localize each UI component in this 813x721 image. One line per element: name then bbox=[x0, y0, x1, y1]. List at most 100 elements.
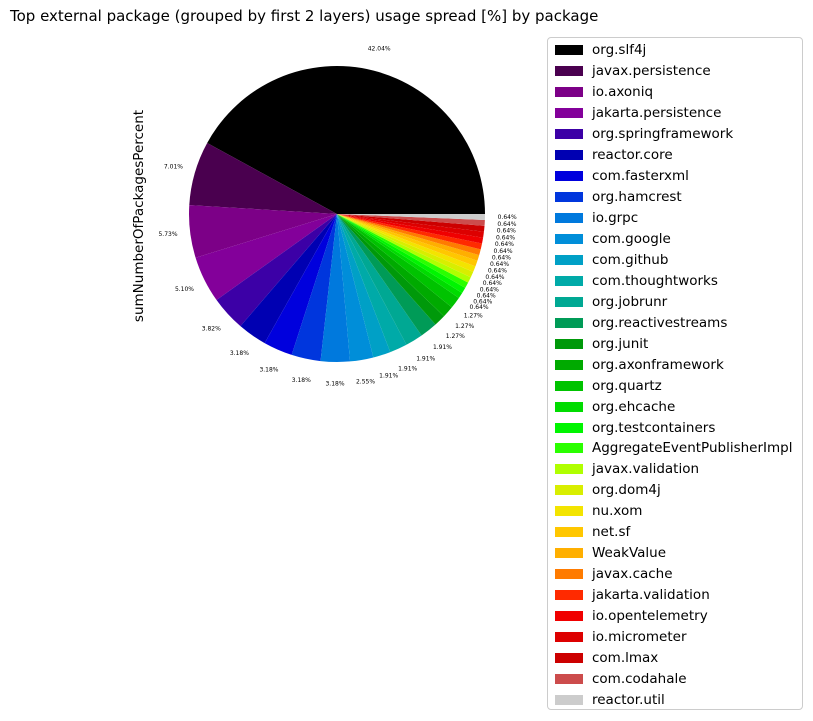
slice-percent-label: 3.18% bbox=[259, 367, 278, 374]
pie-slice bbox=[337, 214, 436, 336]
slice-labels: 42.04% 7.01% 5.73% 5.10% 3.82% 3.18% 3.18% 3.18… bbox=[158, 46, 517, 388]
legend-item: org.axonframework bbox=[555, 354, 724, 375]
legend-swatch bbox=[555, 694, 583, 705]
legend-item: com.thoughtworks bbox=[555, 270, 718, 291]
legend-swatch bbox=[555, 401, 583, 412]
pie-slice bbox=[337, 214, 466, 293]
legend-item: com.lmax bbox=[555, 648, 658, 669]
legend-swatch bbox=[555, 611, 583, 622]
slice-percent-label: 0.64% bbox=[495, 241, 514, 248]
slice-percent-label: 0.64% bbox=[496, 234, 515, 241]
legend-item: com.google bbox=[555, 229, 671, 250]
legend-item: io.opentelemetry bbox=[555, 606, 708, 627]
pie-slices bbox=[188, 66, 486, 362]
pie-slice bbox=[337, 214, 445, 325]
legend-item: jakarta.validation bbox=[555, 585, 710, 606]
legend-swatch bbox=[555, 129, 583, 140]
legend-item: net.sf bbox=[555, 522, 630, 543]
pie-slice bbox=[337, 214, 374, 362]
legend-item: reactor.util bbox=[555, 689, 665, 710]
slice-percent-label: 0.64% bbox=[485, 274, 504, 281]
slice-percent-label: 2.55% bbox=[356, 378, 375, 385]
legend-item: com.github bbox=[555, 250, 668, 271]
slice-percent-label: 1.27% bbox=[455, 323, 474, 330]
legend-label: org.axonframework bbox=[592, 356, 724, 373]
legend-item: org.testcontainers bbox=[555, 417, 715, 438]
pie-slice bbox=[337, 214, 474, 278]
pie-slice bbox=[337, 214, 485, 226]
legend-swatch bbox=[555, 464, 583, 475]
legend-label: org.junit bbox=[592, 335, 649, 352]
legend-swatch bbox=[555, 192, 583, 203]
legend-label: org.springframework bbox=[592, 126, 734, 143]
legend-swatch bbox=[555, 150, 583, 161]
legend-item: org.dom4j bbox=[555, 480, 661, 501]
pie-chart: 42.04% 7.01% 5.73% 5.10% 3.82% 3.18% 3.18% 3.18… bbox=[131, 46, 517, 388]
legend-item: org.slf4j bbox=[555, 40, 646, 61]
legend-item: jakarta.persistence bbox=[555, 103, 721, 124]
legend-swatch bbox=[555, 569, 583, 580]
slice-percent-label: 0.64% bbox=[473, 298, 492, 305]
legend-label: io.opentelemetry bbox=[592, 608, 708, 625]
slice-percent-label: 0.64% bbox=[490, 261, 509, 268]
legend-label: com.codahale bbox=[592, 670, 687, 687]
pie-slice bbox=[207, 66, 486, 214]
legend-swatch bbox=[555, 275, 583, 286]
pie-slice bbox=[320, 214, 351, 362]
legend-item: javax.cache bbox=[555, 564, 673, 585]
legend-label: com.fasterxml bbox=[592, 168, 689, 185]
legend-swatch bbox=[555, 66, 583, 77]
legend-label: AggregateEventPublisherImpl bbox=[592, 440, 793, 457]
legend-item: org.ehcache bbox=[555, 396, 675, 417]
legend-label: io.grpc bbox=[592, 210, 639, 227]
legend-item: javax.persistence bbox=[555, 61, 711, 82]
legend-item: org.jobrunr bbox=[555, 291, 667, 312]
legend-label: com.thoughtworks bbox=[592, 272, 718, 289]
legend-swatch bbox=[555, 632, 583, 643]
pie-slice bbox=[189, 142, 337, 214]
pie-slice bbox=[337, 214, 422, 345]
y-axis-label: sumNumberOfPackagesPercent bbox=[131, 110, 147, 322]
legend-swatch bbox=[555, 380, 583, 391]
legend-item: org.junit bbox=[555, 333, 648, 354]
legend-item: org.springframework bbox=[555, 124, 733, 145]
legend-label: io.axoniq bbox=[592, 84, 654, 101]
pie-slice bbox=[216, 214, 337, 327]
pie-slice bbox=[291, 214, 337, 362]
pie-slice bbox=[337, 214, 484, 244]
legend-label: com.github bbox=[592, 251, 669, 268]
legend-label: reactor.core bbox=[592, 147, 673, 164]
legend-swatch bbox=[555, 213, 583, 224]
legend-swatch bbox=[555, 673, 583, 684]
slice-percent-label: 0.64% bbox=[497, 228, 516, 235]
legend-swatch bbox=[555, 548, 583, 559]
legend-swatch bbox=[555, 87, 583, 98]
slice-percent-label: 0.64% bbox=[483, 280, 502, 287]
legend-label: reactor.util bbox=[592, 691, 665, 708]
slice-percent-label: 3.82% bbox=[202, 325, 221, 332]
legend-swatch bbox=[555, 485, 583, 496]
legend-label: org.ehcache bbox=[592, 398, 676, 415]
legend-swatch bbox=[555, 652, 583, 663]
legend-label: org.testcontainers bbox=[592, 419, 716, 436]
legend-label: com.google bbox=[592, 230, 671, 247]
legend-label: org.reactivestreams bbox=[592, 314, 728, 331]
pie-slice bbox=[264, 214, 337, 355]
pie-slice bbox=[337, 214, 483, 250]
pie-slice bbox=[337, 214, 407, 353]
legend-swatch bbox=[555, 233, 583, 244]
slice-percent-label: 42.04% bbox=[368, 46, 391, 53]
legend-item: io.micrometer bbox=[555, 627, 687, 648]
legend-label: org.quartz bbox=[592, 377, 662, 394]
legend-item: org.quartz bbox=[555, 375, 662, 396]
legend-swatch bbox=[555, 108, 583, 119]
pie-slice bbox=[337, 214, 463, 298]
legend-swatch bbox=[555, 422, 583, 433]
legend-label: net.sf bbox=[592, 524, 631, 541]
legend-swatch bbox=[555, 590, 583, 601]
pie-slice bbox=[337, 214, 485, 220]
slice-percent-label: 1.27% bbox=[464, 313, 483, 320]
legend-swatch bbox=[555, 443, 583, 454]
slice-percent-label: 3.18% bbox=[292, 377, 311, 384]
pie-slice bbox=[337, 214, 452, 317]
